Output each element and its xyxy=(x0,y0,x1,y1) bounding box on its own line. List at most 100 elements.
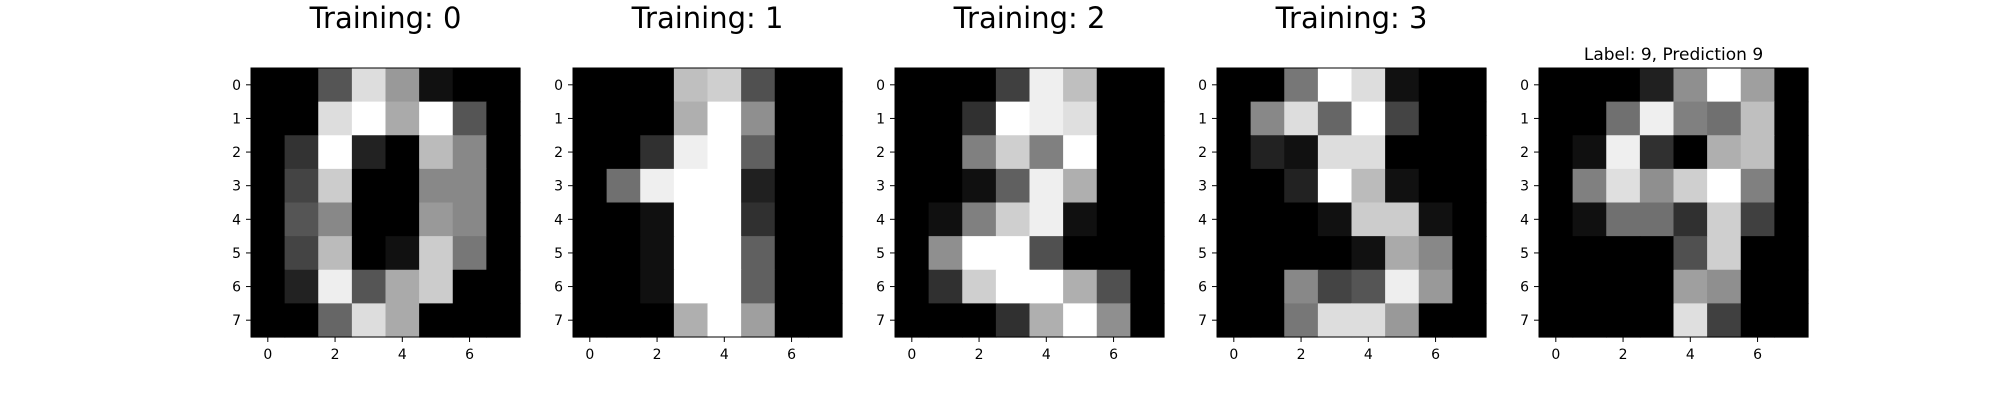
image-cell xyxy=(808,202,843,237)
image-cell xyxy=(995,101,1031,136)
image-cell xyxy=(1217,236,1252,271)
image-cell xyxy=(1029,269,1064,304)
image-cell xyxy=(1351,202,1386,237)
y-tick-label: 1 xyxy=(1198,111,1207,127)
image-cell xyxy=(673,269,709,304)
image-cell xyxy=(1096,236,1131,271)
image-cell xyxy=(1029,135,1064,170)
image-cell xyxy=(318,303,353,338)
image-cell xyxy=(962,269,997,304)
y-tick-label: 7 xyxy=(554,313,563,329)
image-cell xyxy=(1539,202,1574,237)
image-cell xyxy=(673,303,709,338)
y-tick-label: 1 xyxy=(876,111,885,127)
image-cell xyxy=(486,303,521,338)
image-cell xyxy=(1096,202,1131,237)
image-cell xyxy=(419,303,454,338)
image-cell xyxy=(486,101,521,136)
image-cell xyxy=(1418,202,1453,237)
image-cell xyxy=(1639,236,1675,271)
image-cell xyxy=(1130,303,1165,338)
image-cell xyxy=(486,236,521,271)
image-cell xyxy=(1217,202,1252,237)
image-cell xyxy=(573,202,608,237)
image-cell xyxy=(1217,68,1252,103)
image-cell xyxy=(1418,236,1453,271)
image-cell xyxy=(452,101,487,136)
y-tick-label: 1 xyxy=(1520,111,1529,127)
image-cell xyxy=(385,303,420,338)
image-cell xyxy=(1707,168,1742,204)
x-tick-label: 6 xyxy=(1109,347,1118,363)
image-cell xyxy=(673,168,709,204)
image-cell xyxy=(995,269,1031,304)
image-cell xyxy=(895,303,930,338)
image-cell xyxy=(1606,135,1641,170)
image-cell xyxy=(995,68,1031,103)
image-cell xyxy=(573,135,608,170)
image-cell xyxy=(1130,168,1165,204)
image-cell xyxy=(486,168,521,204)
image-cell xyxy=(1418,269,1453,304)
image-cell xyxy=(284,202,319,237)
image-cell xyxy=(284,269,319,304)
image-cell xyxy=(1351,269,1386,304)
image-cell xyxy=(640,101,675,136)
image-cell xyxy=(1096,303,1131,338)
image-cell xyxy=(1217,269,1252,304)
image-cell xyxy=(1606,168,1641,204)
y-tick-label: 4 xyxy=(876,212,885,228)
image-cell xyxy=(928,168,963,204)
y-tick-label: 1 xyxy=(554,111,563,127)
image-cell xyxy=(452,269,487,304)
image-cell xyxy=(707,101,742,136)
image-cell xyxy=(995,202,1031,237)
image-cell xyxy=(1418,101,1453,136)
image-cell xyxy=(1572,303,1607,338)
image-cell xyxy=(385,202,420,237)
image-cell xyxy=(1250,68,1285,103)
image-cell xyxy=(1707,202,1742,237)
image-cell xyxy=(573,68,608,103)
image-cell xyxy=(928,202,963,237)
image-cell xyxy=(1317,168,1353,204)
image-cell xyxy=(1317,135,1353,170)
image-cell xyxy=(1096,101,1131,136)
image-cell xyxy=(1351,303,1386,338)
image-cell xyxy=(1539,168,1574,204)
image-cell xyxy=(1639,269,1675,304)
image-cell xyxy=(707,269,742,304)
image-cell xyxy=(1639,68,1675,103)
image-cell xyxy=(1774,68,1809,103)
x-tick-label: 4 xyxy=(1042,347,1051,363)
image-cell xyxy=(1606,269,1641,304)
image-cell xyxy=(895,68,930,103)
image-cell xyxy=(1673,303,1708,338)
image-cell xyxy=(1774,101,1809,136)
image-cell xyxy=(351,168,387,204)
image-cell xyxy=(1452,135,1487,170)
y-tick-label: 5 xyxy=(232,246,241,262)
image-cell xyxy=(741,101,776,136)
image-cell xyxy=(351,236,387,271)
axes-frame xyxy=(250,67,521,338)
image-cell xyxy=(1284,68,1319,103)
image-cell xyxy=(452,135,487,170)
image-cell xyxy=(1707,68,1742,103)
y-tick-label: 3 xyxy=(1520,179,1529,195)
image-cell xyxy=(351,101,387,136)
x-tick-label: 2 xyxy=(331,347,340,363)
image-cell xyxy=(419,202,454,237)
image-cell xyxy=(808,135,843,170)
image-cell xyxy=(419,236,454,271)
image-cell xyxy=(640,236,675,271)
image-cell xyxy=(774,202,809,237)
image-cell xyxy=(1774,168,1809,204)
image-cell xyxy=(707,168,742,204)
image-cell xyxy=(251,202,286,237)
image-cell xyxy=(928,236,963,271)
image-cell xyxy=(1774,236,1809,271)
image-cell xyxy=(251,135,286,170)
image-cell xyxy=(1130,135,1165,170)
image-cell xyxy=(606,168,641,204)
